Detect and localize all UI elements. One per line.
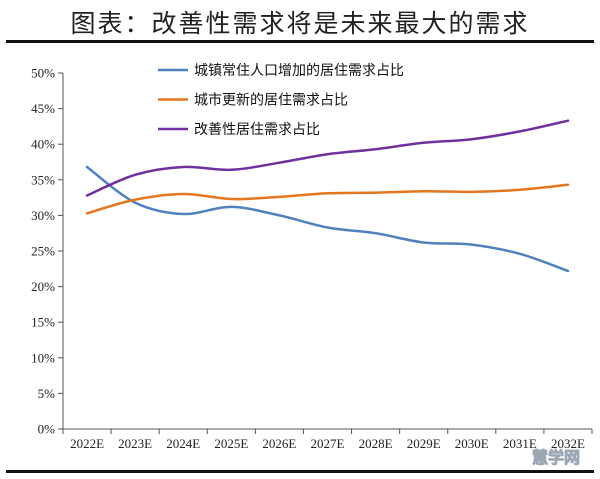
y-tick-label: 5% [38,386,56,401]
y-tick-label: 15% [31,315,55,330]
x-tick-label: 2029E [407,436,441,451]
x-tick-label: 2022E [70,436,104,451]
legend-label: 城镇常住人口增加的居住需求占比 [194,63,404,79]
series-line-1 [85,165,570,273]
x-tick-label: 2025E [214,436,248,451]
x-tick-label: 2024E [166,436,200,451]
x-tick-label: 2028E [359,436,393,451]
y-tick-label: 35% [31,172,55,187]
legend-label: 城市更新的居住需求占比 [194,92,348,109]
series-lines [85,119,570,273]
y-tick-label: 50% [31,66,55,81]
x-axis-ticks: 2022E 2023E 2024E 2025E 2026E 2027E 2028E 2029E… [62,429,593,451]
series-line-3 [85,119,570,197]
x-tick-label: 2031E [503,436,537,451]
legend-label: 改善性居住需求占比 [194,122,320,138]
series-line-2 [85,183,570,215]
x-tick-label: 2030E [455,436,489,451]
y-tick-label: 40% [31,137,55,152]
x-tick-label: 2032E [551,436,585,451]
y-tick-label: 0% [38,422,56,437]
x-tick-label: 2027E [311,436,345,451]
y-tick-label: 45% [31,101,55,116]
watermark: 慧学网 [532,448,580,467]
x-tick-label: 2026E [262,436,296,451]
y-axis-ticks: 0% 5% 10% 15% 20% 25% 30% 35% 40% 45% 50% [31,66,63,437]
x-tick-label: 2023E [118,436,152,451]
title-area: 图表：改善性需求将是未来最大的需求 [0,0,600,43]
y-tick-label: 20% [31,279,55,294]
y-tick-label: 30% [31,208,55,223]
chart-title: 图表：改善性需求将是未来最大的需求 [70,9,530,38]
y-tick-label: 10% [31,350,55,365]
title-rule [6,40,594,43]
bottom-rule [6,470,594,473]
y-tick-label: 25% [31,244,55,259]
